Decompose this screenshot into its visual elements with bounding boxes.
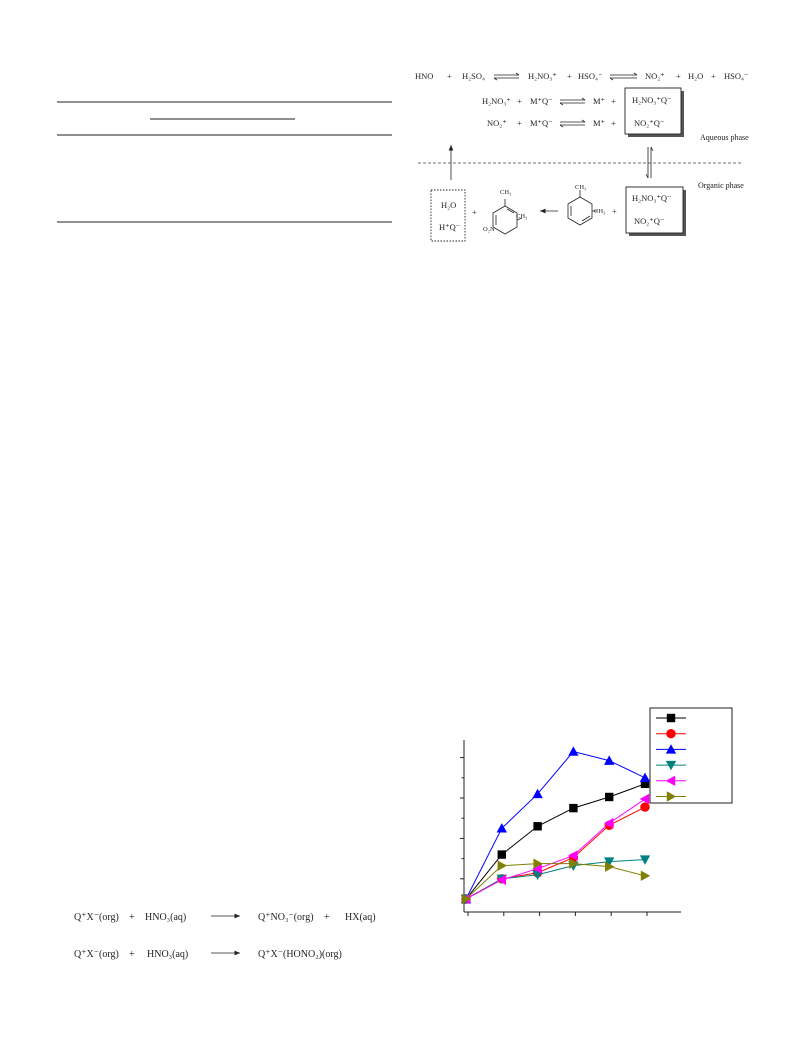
equilibrium-arrow <box>559 97 586 106</box>
mq-label: M⁺Q⁻ <box>530 118 553 128</box>
series-point-5 <box>568 850 578 861</box>
series-point-1 <box>533 822 542 831</box>
m-label: M⁺ <box>593 96 605 106</box>
organic-ion-pair-box: H₂NO₃⁺Q⁻ NO₂⁺Q⁻ <box>625 186 686 236</box>
eq2-plus: + <box>129 949 135 960</box>
hso4-label: HSO₄⁻ <box>724 71 748 81</box>
legend-marker-4 <box>665 760 677 771</box>
legend-marker-1 <box>666 713 676 723</box>
plus: + <box>567 71 572 81</box>
series-point-6 <box>497 860 507 871</box>
series-point-2 <box>640 802 650 812</box>
series-point-6 <box>569 858 579 869</box>
legend-marker-3 <box>665 744 677 754</box>
series-point-1 <box>497 850 506 859</box>
toluene-ch3-label: CH₃ <box>575 184 586 191</box>
series-point-6 <box>605 861 615 872</box>
series-line-2 <box>465 806 646 900</box>
h2o-label: H₂O <box>688 71 703 81</box>
eq1-plus2: + <box>324 912 330 923</box>
chart-legend <box>649 707 733 804</box>
series-line-5 <box>465 798 646 900</box>
boxed-no2q: NO₂⁺Q⁻ <box>634 118 664 128</box>
product-ch3b-label: CH₃ <box>516 213 527 220</box>
eq2-reagent: HNO₃(aq) <box>147 949 188 960</box>
product-ch3-label: CH₃ <box>500 189 511 196</box>
mq-label: M⁺Q⁻ <box>530 96 553 106</box>
aqueous-ion-pair-box: H₂NO₃⁺Q⁻ NO₂⁺Q⁻ <box>624 87 684 137</box>
plus: + <box>611 96 616 106</box>
series-point-1 <box>569 803 578 813</box>
eq1-byproduct: HX(aq) <box>345 912 376 923</box>
plus: + <box>517 118 522 128</box>
series-point-3 <box>568 746 579 756</box>
m-label: M⁺ <box>593 118 605 128</box>
eq1-plus: + <box>129 912 135 923</box>
legend-marker-5 <box>665 775 676 786</box>
hq-label: H⁺Q⁻ <box>439 222 460 232</box>
eq1-product: Q⁺NO₃⁻(org) <box>258 912 314 923</box>
eq2-left: Q⁺X⁻(org) <box>74 949 119 960</box>
hno3-label: HNO <box>415 71 433 81</box>
series-point-1 <box>605 792 614 802</box>
legend-marker-6 <box>666 791 677 802</box>
aqueous-phase-label: Aqueous phase <box>700 133 749 142</box>
series-point-4 <box>639 855 651 865</box>
boxed-org-h2no3q: H₂NO₃⁺Q⁻ <box>632 193 671 203</box>
product-no2-label: O₂N <box>483 226 495 233</box>
plus: + <box>676 71 681 81</box>
legend-marker-2 <box>666 729 676 739</box>
series-point-4 <box>604 857 615 867</box>
series-line-6 <box>465 863 646 900</box>
series-point-6 <box>640 870 651 881</box>
series-point-3 <box>604 755 615 765</box>
series-line-4 <box>465 859 646 900</box>
transfer-double-arrow <box>645 146 654 179</box>
hso4-label: HSO₄⁻ <box>578 71 602 81</box>
toluene-ch3b-label: CH₃ <box>594 208 605 215</box>
byproduct-box: H₂O H⁺Q⁻ <box>430 189 466 242</box>
phase-transfer-scheme: HNO + H₂SO₄ H₂NO₃⁺ + HSO₄⁻ NO₂⁺ + H₂O + … <box>415 71 749 242</box>
h2so4-label: H₂SO₄ <box>462 71 485 81</box>
h2no3-label: H₂NO₃⁺ <box>482 96 511 106</box>
product-structure <box>492 199 523 235</box>
no2-label: NO₂⁺ <box>645 71 665 81</box>
equilibrium-arrow <box>559 119 586 128</box>
organic-phase-label: Organic phase <box>698 181 744 190</box>
series-line-1 <box>465 783 646 900</box>
boxed-h2no3q: H₂NO₃⁺Q⁻ <box>632 95 671 105</box>
series-point-6 <box>461 893 472 905</box>
eq1-left: Q⁺X⁻(org) <box>74 912 119 923</box>
eq1-reagent: HNO₃(aq) <box>145 912 186 923</box>
series-point-5 <box>496 874 506 886</box>
plus: + <box>611 118 616 128</box>
equilibrium-arrow <box>493 72 520 81</box>
plus: + <box>612 206 617 216</box>
h2no3-label: H₂NO₃⁺ <box>528 71 557 81</box>
plus: + <box>447 71 452 81</box>
series-point-3 <box>639 772 651 782</box>
plus: + <box>711 71 716 81</box>
series-point-6 <box>533 858 543 869</box>
series-point-5 <box>532 863 542 874</box>
toluene-structure <box>567 190 598 226</box>
plus: + <box>517 96 522 106</box>
series-point-5 <box>639 793 650 805</box>
eq2-product: Q⁺X⁻(HONO₂)(org) <box>258 949 342 960</box>
no2-label: NO₂⁺ <box>487 118 507 128</box>
plus: + <box>472 207 477 217</box>
equations: Q⁺X⁻(org) + HNO₃(aq) Q⁺NO₃⁻(org) + HX(aq… <box>74 912 376 960</box>
equilibrium-arrow <box>609 72 638 81</box>
series-point-3 <box>496 823 507 833</box>
h2o-label: H₂O <box>441 200 456 210</box>
series-line-3 <box>465 750 646 900</box>
series-point-5 <box>604 818 614 829</box>
series-point-1 <box>640 779 650 789</box>
boxed-org-no2q: NO₂⁺Q⁻ <box>634 216 664 226</box>
series-point-3 <box>532 788 543 799</box>
